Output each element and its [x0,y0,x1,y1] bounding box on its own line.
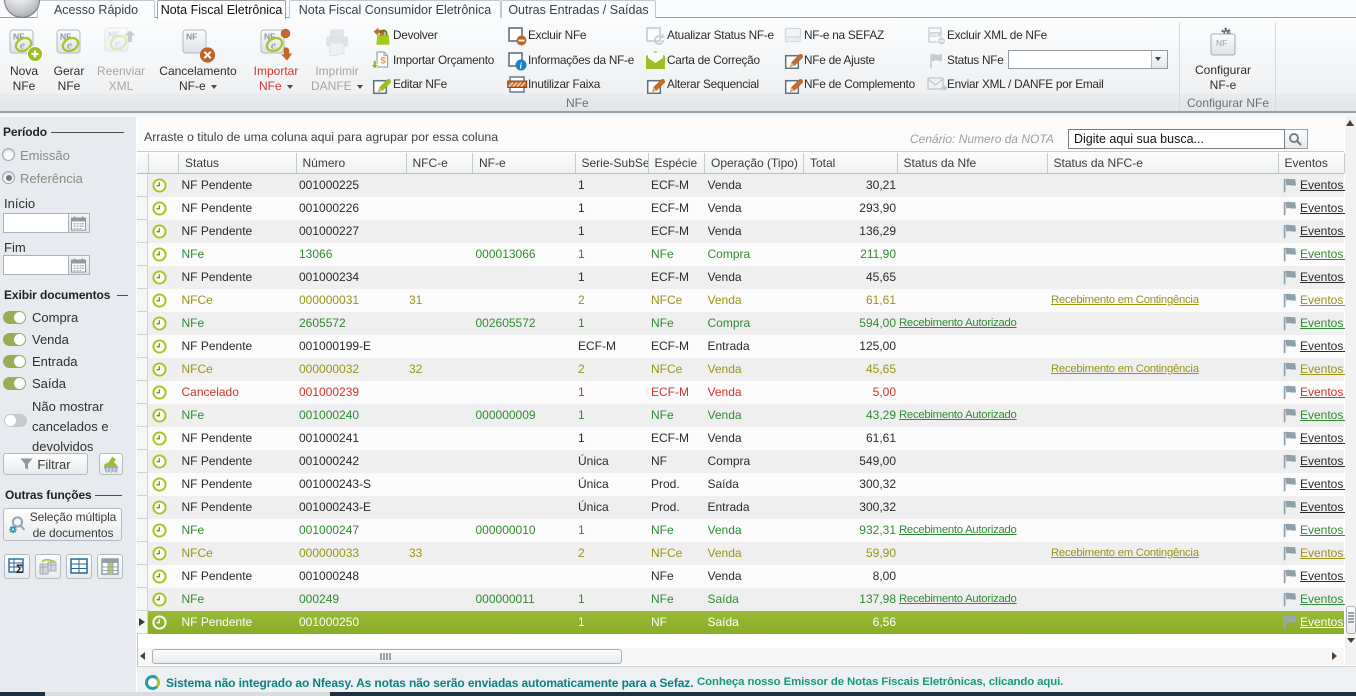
svg-text:NF: NF [186,32,197,42]
svg-text:NF: NF [264,32,275,42]
svg-text:e: e [271,40,276,52]
svg-text:NF: NF [60,32,71,42]
svg-text:NF: NF [108,30,119,40]
svg-text:$: $ [381,56,387,67]
svg-text:XML: XML [930,32,940,38]
svg-text:e: e [67,40,72,52]
svg-text:e: e [20,40,25,52]
svg-text:Σ: Σ [16,562,23,575]
svg-text:NF: NF [13,32,24,42]
svg-text:SEFAZ: SEFAZ [787,37,802,42]
svg-text:e: e [115,38,120,50]
svg-text:NF: NF [1216,38,1227,48]
svg-text:i: i [520,61,523,71]
